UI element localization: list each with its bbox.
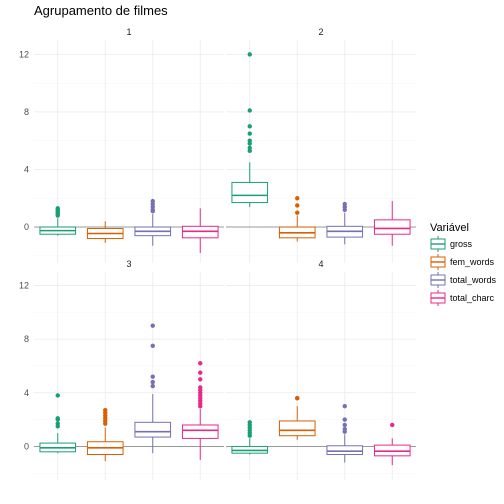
chart-title: Agrupamento de filmes	[34, 3, 168, 18]
outlier-point	[150, 374, 155, 379]
facet-panel-4: 4	[226, 259, 416, 480]
facet-strip-label: 1	[126, 27, 131, 37]
box-fem_words	[86, 221, 124, 243]
box-fem_words	[86, 408, 124, 462]
box-total_charc	[181, 208, 219, 253]
outlier-point	[103, 408, 108, 413]
outlier-point	[150, 383, 155, 389]
outlier-point	[150, 323, 155, 328]
box-iqr	[373, 219, 411, 235]
box-iqr	[231, 181, 269, 204]
outlier-point	[247, 124, 252, 129]
box-iqr	[278, 420, 316, 437]
legend-title: Variável	[430, 222, 469, 234]
box-fem_words	[278, 395, 316, 440]
box-total_charc	[373, 422, 411, 466]
legend-label: total_words	[450, 275, 497, 285]
box-iqr	[326, 445, 364, 456]
y-tick-label: 4	[24, 388, 29, 398]
box-total_charc	[373, 201, 411, 246]
outlier-point	[342, 201, 347, 207]
facet-strip-label: 2	[318, 27, 323, 37]
legend-entry-total_words: total_words	[430, 272, 497, 288]
outlier-point	[247, 108, 252, 113]
outlier-point	[198, 385, 203, 390]
outlier-point	[198, 361, 203, 366]
facet-panel-2: 2	[226, 27, 416, 263]
outlier-point	[150, 343, 155, 349]
box-total_words	[326, 201, 364, 245]
legend-label: fem_words	[450, 257, 495, 267]
box-total_words	[134, 198, 172, 246]
outlier-point	[150, 379, 155, 385]
box-gross	[39, 393, 77, 454]
y-tick-label: 0	[24, 222, 29, 232]
facet-panels: 1 0 4 8 12 2 3 0 4 8 12 4	[19, 27, 416, 480]
box-iqr	[181, 424, 219, 439]
box-gross	[231, 420, 269, 455]
legend: Variável gross fem_words total_words total_…	[430, 222, 497, 306]
outlier-point	[55, 421, 60, 426]
y-tick-label: 12	[19, 280, 29, 290]
facet-strip-label: 4	[318, 259, 323, 269]
outlier-point	[198, 377, 203, 382]
outlier-point	[150, 198, 155, 204]
outlier-point	[342, 403, 347, 409]
outlier-point	[55, 416, 60, 421]
outlier-point	[247, 420, 252, 425]
box-iqr	[134, 421, 172, 438]
outlier-point	[390, 422, 395, 428]
y-tick-label: 8	[24, 334, 29, 344]
outlier-point	[198, 370, 203, 375]
outlier-point	[247, 138, 252, 143]
outlier-point	[342, 426, 347, 432]
outlier-point	[342, 422, 347, 428]
box-total_words	[326, 403, 364, 463]
y-tick-label: 12	[19, 49, 29, 59]
outlier-point	[295, 196, 300, 201]
box-gross	[39, 206, 77, 236]
outlier-point	[295, 203, 300, 208]
facet-strip-label: 3	[126, 259, 131, 269]
outlier-point	[342, 417, 347, 422]
box-gross	[231, 52, 269, 207]
y-tick-label: 4	[24, 164, 29, 174]
outlier-point	[295, 395, 300, 401]
box-total_words	[134, 323, 172, 454]
outlier-point	[247, 145, 252, 151]
facet-panel-3: 3 0 4 8 12	[19, 259, 224, 480]
box-fem_words	[278, 196, 316, 242]
box-total_charc	[181, 361, 219, 460]
outlier-point	[55, 206, 60, 211]
outlier-point	[247, 131, 252, 136]
outlier-point	[55, 393, 60, 398]
y-tick-label: 0	[24, 441, 29, 451]
legend-label: gross	[450, 239, 473, 249]
legend-label: total_charc	[450, 293, 495, 303]
outlier-point	[295, 210, 300, 215]
legend-entry-total_charc: total_charc	[430, 290, 495, 306]
outlier-point	[247, 52, 252, 57]
y-tick-label: 8	[24, 107, 29, 117]
legend-entry-fem_words: fem_words	[430, 254, 495, 270]
legend-entry-gross: gross	[430, 236, 473, 252]
facet-panel-1: 1 0 4 8 12	[19, 27, 224, 263]
